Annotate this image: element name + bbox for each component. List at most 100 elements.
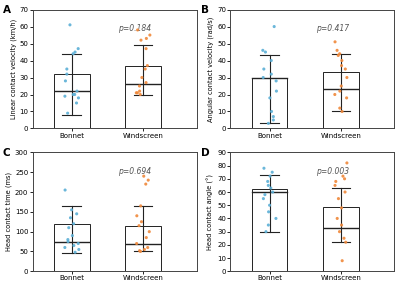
Point [270,114,276,119]
Point [62,245,68,250]
Point [68,208,75,212]
Point [76,247,82,252]
Point [260,196,266,201]
Text: B: B [201,5,209,15]
Point [273,79,279,83]
Point [142,67,148,71]
Point [268,109,275,114]
Point [273,216,279,221]
Point [336,229,343,234]
Point [75,241,82,246]
Text: C: C [3,148,10,158]
Point [332,179,339,184]
Point [270,118,276,122]
Point [260,75,266,80]
Point [74,89,80,93]
Point [341,177,348,181]
Point [335,196,342,201]
Point [140,174,147,179]
Point [344,161,350,165]
Point [67,216,74,220]
Point [136,223,142,228]
Point [270,190,276,194]
Point [261,166,267,170]
Point [341,236,347,241]
Bar [54,224,90,271]
Y-axis label: Head contact angle (°): Head contact angle (°) [207,174,214,250]
Point [342,240,349,245]
Point [342,190,348,194]
Point [332,183,338,188]
Point [339,58,345,63]
Text: p=0.184: p=0.184 [118,24,151,33]
Point [267,174,273,179]
Point [67,23,73,27]
Point [338,223,345,227]
Point [137,92,144,97]
Point [268,72,274,76]
Point [74,212,80,216]
Point [264,179,271,184]
Point [64,72,70,76]
Point [69,233,76,238]
Point [147,33,153,37]
Point [269,170,275,174]
Point [71,243,77,248]
Point [265,183,272,188]
Point [136,89,143,93]
Point [265,223,272,227]
Point [143,80,149,85]
Point [138,220,145,224]
Point [72,92,78,97]
Point [339,109,345,114]
Point [64,111,71,115]
Point [338,84,344,88]
Point [66,225,72,230]
Point [143,235,150,240]
Point [336,106,343,110]
Point [263,229,269,234]
Bar [323,207,359,271]
Point [72,50,78,54]
Point [62,188,68,192]
Point [339,258,345,263]
Point [335,53,342,58]
Bar [125,66,161,129]
Point [143,46,149,51]
Point [268,186,274,190]
Bar [252,189,288,271]
Y-axis label: Linear contact velocity (km/h): Linear contact velocity (km/h) [10,19,16,119]
Point [134,241,140,246]
Point [265,210,272,214]
Point [65,237,71,242]
Point [342,67,348,71]
Point [265,121,272,126]
Bar [54,74,90,129]
Point [337,89,343,93]
Point [136,84,143,88]
Point [64,67,70,71]
Point [262,192,268,197]
Point [137,249,144,254]
Point [340,174,346,179]
Point [134,214,140,218]
Point [268,58,274,63]
Point [138,203,144,208]
Point [260,48,266,53]
Point [332,92,338,97]
Point [334,216,340,221]
Point [332,40,338,44]
Point [70,222,77,226]
Point [75,46,81,51]
Text: A: A [3,5,11,15]
Point [142,182,149,186]
Point [338,63,345,68]
Point [144,63,150,68]
Point [144,245,151,250]
Point [62,94,68,98]
Y-axis label: Head contact time (ms): Head contact time (ms) [6,172,12,251]
Point [271,24,277,29]
Point [65,239,71,244]
Point [72,250,78,255]
Point [70,51,76,56]
